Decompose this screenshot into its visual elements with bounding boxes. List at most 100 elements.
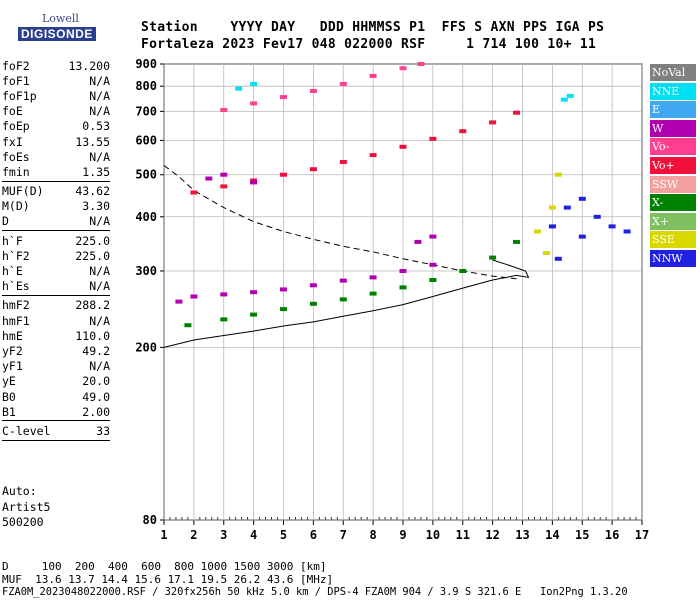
echo-point (250, 180, 258, 185)
param-name: h`Es (2, 279, 30, 294)
polarization-legend: NoVal NNE E W Vo- Vo+ SSW X- X+ SSE NNW (650, 64, 696, 269)
param-row: hmF2 288.2 (2, 298, 110, 313)
param-name: yE (2, 374, 16, 389)
param-name: yF2 (2, 343, 23, 358)
legend-item: X+ (650, 212, 696, 230)
param-name: foEs (2, 149, 30, 164)
y-tick-label: 700 (135, 104, 157, 118)
echo-point (235, 86, 243, 91)
param-row: B1 2.00 (2, 404, 110, 419)
echo-point (578, 234, 586, 239)
x-tick-label: 17 (635, 528, 649, 542)
echo-point (220, 108, 228, 112)
param-row: foEp 0.53 (2, 119, 110, 134)
param-row: yF2 49.2 (2, 343, 110, 358)
x-tick-label: 6 (310, 528, 317, 542)
param-value: 3.30 (82, 199, 110, 214)
param-value: N/A (89, 359, 110, 374)
auto-line: 500200 (2, 515, 44, 529)
echo-point (280, 307, 287, 312)
y-tick-label: 800 (135, 79, 157, 93)
y-tick-label: 600 (135, 133, 157, 147)
muf-scale-line: MUF 13.6 13.7 14.4 15.6 17.1 19.5 26.2 4… (2, 573, 334, 586)
x-tick-label: 10 (426, 528, 440, 542)
echo-point (220, 317, 228, 322)
echo-point (513, 110, 520, 115)
param-value: 33 (96, 423, 110, 438)
echo-point (414, 239, 422, 244)
echo-point (399, 144, 407, 149)
param-name: fxI (2, 134, 23, 149)
echo-point (309, 89, 317, 93)
param-value: 49.2 (82, 343, 110, 358)
legend-item: E (650, 101, 696, 119)
param-name: B0 (2, 389, 16, 404)
echo-point (339, 81, 347, 86)
x-tick-label: 7 (340, 528, 347, 542)
param-value: 20.0 (82, 374, 110, 389)
param-row: foF2 13.200 (2, 58, 110, 73)
echo-point (542, 251, 550, 255)
param-name: yF1 (2, 359, 23, 374)
legend-item: Vo+ (650, 156, 696, 174)
param-value: 1.35 (82, 164, 110, 179)
legend-item: NNE (650, 82, 696, 100)
y-tick-label: 400 (135, 210, 157, 224)
param-name: MUF(D) (2, 184, 44, 199)
param-value: N/A (89, 104, 110, 119)
param-separator (2, 180, 110, 182)
param-name: M(D) (2, 199, 30, 214)
param-row: MUF(D) 43.62 (2, 184, 110, 199)
echo-point (309, 301, 317, 306)
echo-point (190, 294, 198, 299)
echo-point (399, 269, 407, 273)
echo-point (548, 224, 556, 229)
param-name: hmE (2, 328, 23, 343)
param-row: h`Es N/A (2, 279, 110, 294)
param-value: N/A (89, 88, 110, 103)
echo-point (369, 275, 377, 280)
scaled-parameters-panel: foF2 13.200 foF1 N/A foF1p N/A foE N/A foEp 0.53 f… (2, 58, 110, 443)
legend-item: Vo- (650, 138, 696, 156)
echo-point (548, 205, 556, 210)
param-name: foF1 (2, 73, 30, 88)
echo-point (459, 129, 467, 134)
legend-item: X- (650, 194, 696, 212)
auto-line: Auto: (2, 484, 37, 498)
param-name: foE (2, 104, 23, 119)
echo-point (554, 256, 562, 261)
echo-point (429, 136, 437, 141)
echo-point (309, 167, 317, 172)
echo-point (280, 95, 287, 100)
param-name: B1 (2, 404, 16, 419)
echo-point (339, 278, 347, 283)
legend-item: SSE (650, 231, 696, 249)
logo-lowell-text: Lowell (42, 12, 79, 25)
echo-point (280, 287, 287, 292)
y-tick-label: 200 (135, 340, 157, 354)
param-separator (2, 230, 110, 232)
param-name: h`E (2, 264, 23, 279)
echo-point (250, 290, 258, 295)
param-value: 13.200 (68, 58, 110, 73)
echo-point (369, 73, 377, 78)
param-name: h`F2 (2, 248, 30, 263)
echo-point (220, 292, 228, 297)
echo-point (489, 255, 497, 260)
param-row: h`F2 225.0 (2, 248, 110, 263)
echo-point (623, 229, 631, 234)
param-row: C-level 33 (2, 423, 110, 438)
param-value: 225.0 (75, 233, 110, 248)
echo-point (399, 285, 407, 290)
x-tick-label: 3 (220, 528, 227, 542)
x-tick-label: 14 (545, 528, 559, 542)
param-name: hmF2 (2, 298, 30, 313)
param-row: D N/A (2, 214, 110, 229)
param-name: foEp (2, 119, 30, 134)
param-value: N/A (89, 313, 110, 328)
y-tick-label: 80 (143, 513, 157, 527)
y-tick-label: 500 (135, 168, 157, 182)
param-separator (2, 420, 110, 422)
digisonde-logo: Lowell DIGISONDE (4, 6, 96, 46)
param-value: 110.0 (75, 328, 110, 343)
